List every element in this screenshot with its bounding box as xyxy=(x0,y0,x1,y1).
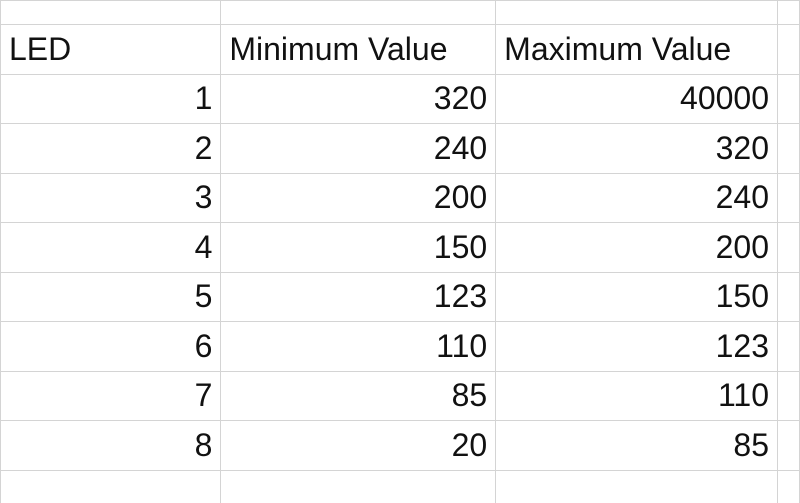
table-row: 6 110 123 xyxy=(0,321,800,372)
min-value-cell[interactable]: 150 xyxy=(220,222,497,273)
cell[interactable] xyxy=(777,73,800,124)
partial-top-row xyxy=(0,0,800,25)
led-cell[interactable]: 4 xyxy=(0,222,222,273)
table-row: 1 320 40000 xyxy=(0,73,800,124)
min-value-cell[interactable]: 200 xyxy=(220,172,497,223)
min-value-cell[interactable]: 20 xyxy=(220,420,497,471)
led-cell[interactable]: 3 xyxy=(0,172,222,223)
cell[interactable] xyxy=(495,0,778,25)
cell[interactable] xyxy=(0,469,222,503)
led-cell[interactable]: 1 xyxy=(0,73,222,124)
cell[interactable] xyxy=(777,321,800,372)
table-row: 5 123 150 xyxy=(0,271,800,322)
header-row: LED Minimum Value Maximum Value xyxy=(0,24,800,75)
max-value-cell[interactable]: 110 xyxy=(495,370,778,421)
max-value-cell[interactable]: 123 xyxy=(495,321,778,372)
max-value-cell[interactable]: 200 xyxy=(495,222,778,273)
min-value-cell[interactable]: 240 xyxy=(220,123,497,174)
cell[interactable] xyxy=(777,222,800,273)
cell[interactable] xyxy=(220,469,497,503)
header-cell-led[interactable]: LED xyxy=(0,24,222,75)
led-cell[interactable]: 6 xyxy=(0,321,222,372)
min-value-cell[interactable]: 123 xyxy=(220,271,497,322)
header-cell-maximum-value[interactable]: Maximum Value xyxy=(495,24,778,75)
cell[interactable] xyxy=(220,0,497,25)
table-row: 8 20 85 xyxy=(0,420,800,471)
max-value-cell[interactable]: 150 xyxy=(495,271,778,322)
cell[interactable] xyxy=(0,0,222,25)
led-cell[interactable]: 8 xyxy=(0,420,222,471)
cell[interactable] xyxy=(777,123,800,174)
max-value-cell[interactable]: 40000 xyxy=(495,73,778,124)
led-cell[interactable]: 5 xyxy=(0,271,222,322)
table-row: 4 150 200 xyxy=(0,222,800,273)
cell[interactable] xyxy=(495,469,778,503)
cell[interactable] xyxy=(777,271,800,322)
cell[interactable] xyxy=(777,469,800,503)
min-value-cell[interactable]: 85 xyxy=(220,370,497,421)
max-value-cell[interactable]: 240 xyxy=(495,172,778,223)
empty-row xyxy=(0,469,800,503)
table-row: 7 85 110 xyxy=(0,370,800,421)
header-cell-minimum-value[interactable]: Minimum Value xyxy=(220,24,497,75)
max-value-cell[interactable]: 85 xyxy=(495,420,778,471)
cell[interactable] xyxy=(777,370,800,421)
cell[interactable] xyxy=(777,24,800,75)
cell[interactable] xyxy=(777,420,800,471)
led-cell[interactable]: 2 xyxy=(0,123,222,174)
cell[interactable] xyxy=(777,0,800,25)
max-value-cell[interactable]: 320 xyxy=(495,123,778,174)
cell[interactable] xyxy=(777,172,800,223)
table-row: 2 240 320 xyxy=(0,123,800,174)
table-row: 3 200 240 xyxy=(0,172,800,223)
min-value-cell[interactable]: 110 xyxy=(220,321,497,372)
led-cell[interactable]: 7 xyxy=(0,370,222,421)
min-value-cell[interactable]: 320 xyxy=(220,73,497,124)
